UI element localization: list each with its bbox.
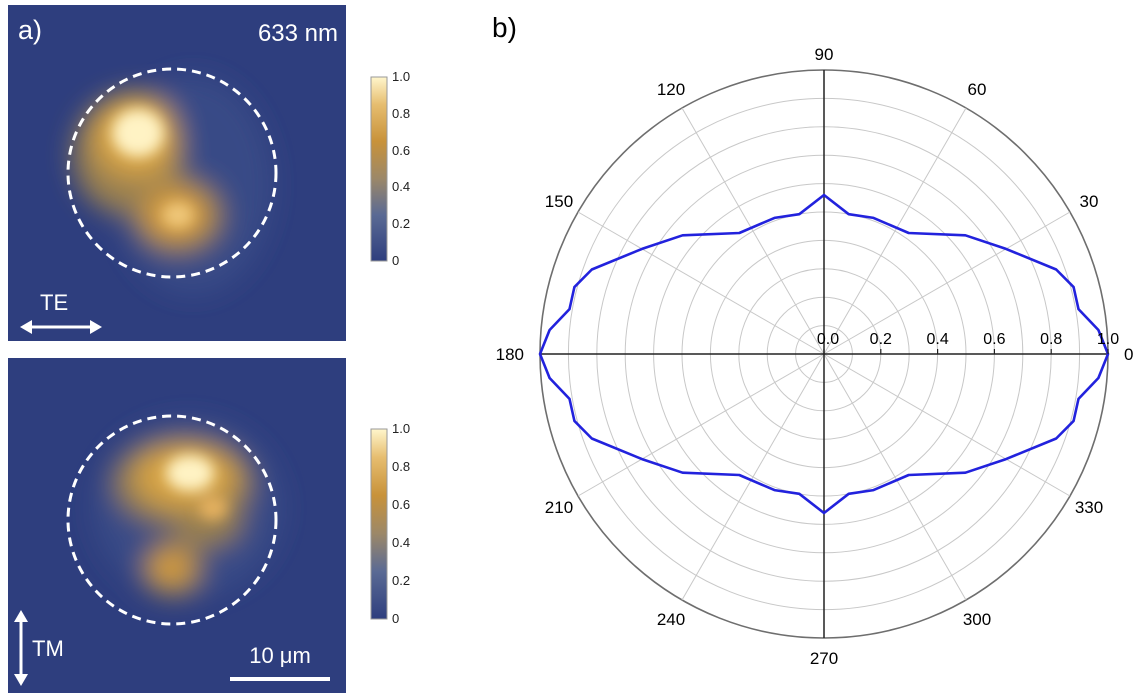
polar-spoke	[681, 107, 825, 355]
colorbar-bottom	[370, 428, 388, 620]
aperture-circle-tm	[66, 414, 278, 626]
polar-spoke	[681, 353, 825, 601]
panel-b-label: b)	[492, 12, 517, 43]
te-arrow-icon	[20, 320, 102, 334]
polar-spoke	[823, 353, 967, 601]
angle-label-30: 30	[1080, 192, 1099, 211]
angle-label-300: 300	[963, 610, 991, 629]
colorbar-top-tick-4: 0.2	[392, 216, 411, 232]
angle-label-210: 210	[545, 498, 573, 517]
radial-tick-label-5: 1.0	[1097, 331, 1119, 348]
colorbar-top-tick-5: 0	[392, 253, 400, 268]
wavelength-label: 633 nm	[258, 20, 338, 47]
angle-label-270: 270	[810, 649, 838, 668]
colorbar-bottom-tick-1: 0.8	[392, 459, 411, 474]
map-tm: TM 10 μm	[8, 358, 346, 693]
series-line-0	[538, 193, 1110, 515]
angle-label-150: 150	[545, 192, 573, 211]
polar-spoke	[823, 353, 1071, 497]
colorbar-top	[370, 76, 388, 262]
angle-label-330: 330	[1075, 498, 1103, 517]
angle-label-90: 90	[815, 45, 834, 64]
tm-arrow-icon	[14, 610, 28, 686]
radial-tick-label-1: 0.2	[870, 331, 892, 348]
te-label: TE	[40, 290, 68, 315]
angle-label-180: 180	[496, 345, 524, 364]
colorbar-top-tick-3: 0.4	[392, 179, 411, 195]
colorbar-bottom-tick-3: 0.4	[392, 535, 411, 550]
scale-bar-label: 10 μm	[249, 643, 311, 668]
angle-label-120: 120	[657, 80, 685, 99]
polar-spoke	[823, 107, 967, 355]
colorbar-bottom-tick-4: 0.2	[392, 573, 411, 588]
colorbar-bottom-tick-0: 1.0	[392, 421, 411, 436]
polar-spoke	[577, 211, 825, 355]
radial-tick-label-3: 0.6	[983, 331, 1005, 348]
angle-label-60: 60	[968, 80, 987, 99]
angle-label-0: 0	[1124, 345, 1133, 364]
tm-label: TM	[32, 636, 64, 661]
radial-tick-label-2: 0.4	[926, 331, 948, 348]
radial-tick-label-0: 0.0	[817, 331, 839, 348]
polar-chart: 0.0 0.2 0.4 0.6 0.8 1.0 0 30 60 90 120 150 180 210 240…	[496, 45, 1134, 668]
angle-label-240: 240	[657, 610, 685, 629]
aperture-circle-te	[66, 67, 278, 279]
colorbar-bottom-tick-5: 0	[392, 611, 400, 626]
colorbar-top-tick-2: 0.6	[392, 142, 411, 158]
colorbar-bottom-tick-2: 0.6	[392, 497, 411, 512]
colorbar-top-tick-1: 0.8	[392, 105, 411, 121]
radial-tick-label-4: 0.8	[1040, 331, 1062, 348]
panel-a-label: a)	[18, 15, 42, 45]
polar-spoke	[823, 211, 1071, 355]
map-te: a) 633 nm TE	[8, 5, 346, 341]
colorbar-top-tick-0: 1.0	[392, 69, 411, 84]
polar-spoke	[577, 353, 825, 497]
